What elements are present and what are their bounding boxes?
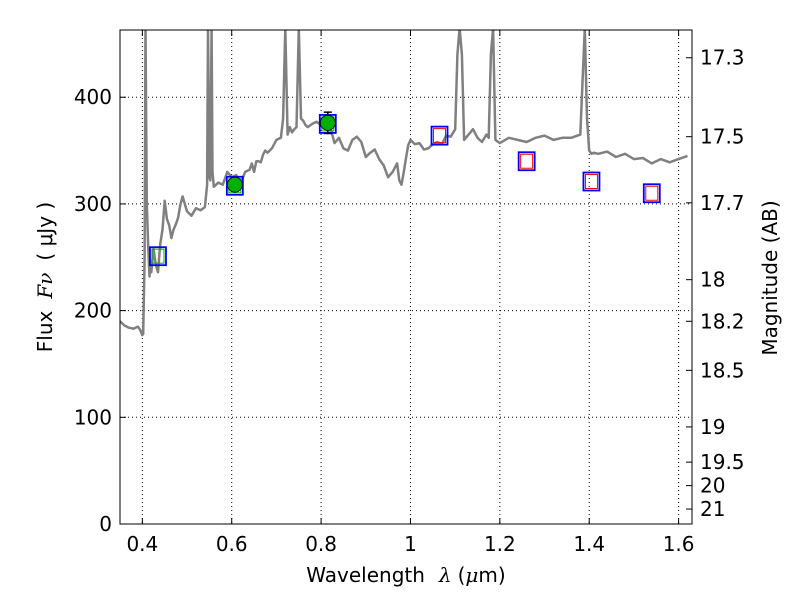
y2-tick-label: 19.5: [700, 450, 745, 474]
y2-axis-label: Magnitude (AB): [758, 200, 782, 355]
y-tick-label: 200: [74, 299, 112, 323]
x-tick-label: 1: [404, 532, 417, 556]
observed-flux-point: [319, 114, 336, 131]
y-axis-label-symbol: Fν: [33, 273, 57, 300]
model-spectrum-series: [120, 30, 688, 337]
y2-tick-label: 20: [700, 474, 725, 498]
y2-tick-label: 17.3: [700, 46, 745, 70]
y-tick-label: 400: [74, 85, 112, 109]
model-photometry-box: [517, 151, 536, 172]
y2-tick-label: 18.5: [700, 358, 745, 382]
y2-tick-label: 18.2: [700, 309, 745, 333]
x-tick-label: 0.4: [126, 532, 158, 556]
x-axis-label-unit-open: (: [458, 563, 466, 587]
y2-tick-label: 21: [700, 497, 725, 521]
y-axis-label: Flux Fν ( μJy ): [33, 202, 57, 352]
model-photometry-inner-box: [584, 174, 598, 190]
y-axis-label-unit: ( μJy ): [33, 202, 57, 261]
model-photometry-box: [642, 183, 661, 204]
plot-frame: [119, 29, 693, 525]
y2-tick-label: 18: [700, 268, 725, 292]
model-photometry-box: [149, 246, 167, 267]
model-photometry-inner-box: [520, 153, 534, 169]
grid-lines: [120, 30, 692, 525]
y-tick-label: 100: [74, 405, 112, 429]
y2-tick-label: 17.5: [700, 125, 745, 149]
model-photometry-box: [430, 125, 449, 146]
x-axis-label-text: Wavelength: [306, 563, 425, 587]
y2-tick-label: 17.7: [700, 191, 745, 215]
model-spectrum-line: [120, 30, 688, 337]
y2-tick-label: 19: [700, 415, 725, 439]
model-photometry-box: [225, 175, 244, 196]
x-axis-label-unit-mu: μ: [465, 563, 478, 587]
x-tick-label: 0.6: [216, 532, 248, 556]
y-tick-label: 0: [99, 512, 112, 536]
x-axis-label-unit-rest: m): [478, 563, 505, 587]
y-axis-ticks: 0 100 200 300 400: [74, 85, 126, 536]
x-tick-label: 1.6: [663, 532, 695, 556]
model-photometry-inner-box: [645, 185, 659, 201]
x-tick-label: 1.4: [573, 532, 605, 556]
x-tick-label: 0.8: [305, 532, 337, 556]
model-photometry-box: [582, 171, 601, 192]
model-photometry-inner-box: [151, 248, 165, 264]
x-axis-ticks: 0.4 0.6 0.8 1 1.2 1.4 1.6: [126, 30, 695, 556]
x-axis-label: Wavelength λ (μm): [306, 563, 505, 587]
x-axis-label-symbol: λ: [438, 563, 452, 587]
model-photometry-inner-box: [433, 128, 447, 144]
y-axis-label-text: Flux: [33, 310, 57, 352]
x-tick-label: 1.2: [484, 532, 516, 556]
observed-flux-point: [226, 176, 243, 193]
photometry-points: [149, 111, 661, 267]
y-tick-label: 300: [74, 192, 112, 216]
